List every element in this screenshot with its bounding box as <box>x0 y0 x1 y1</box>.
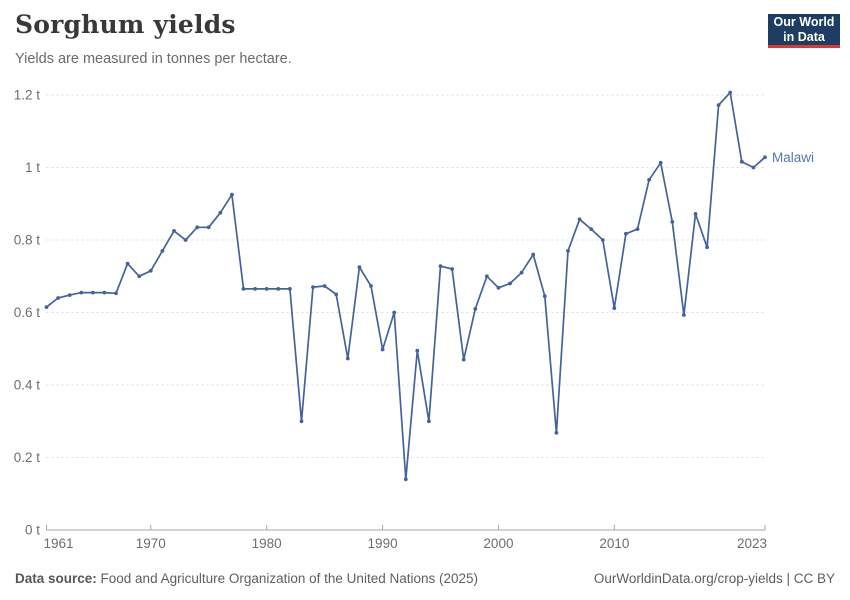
data-point[interactable] <box>600 238 605 242</box>
data-point[interactable] <box>508 281 512 286</box>
data-point[interactable] <box>230 192 234 197</box>
data-source-text: Data source: Food and Agriculture Organi… <box>15 571 478 586</box>
data-point[interactable] <box>369 284 373 288</box>
data-point[interactable] <box>427 419 431 424</box>
data-point[interactable] <box>79 290 84 295</box>
data-point[interactable] <box>670 220 675 224</box>
data-point[interactable] <box>91 290 95 295</box>
data-point[interactable] <box>577 217 582 222</box>
data-point[interactable] <box>322 284 327 288</box>
data-point[interactable] <box>554 430 559 435</box>
data-source-value: Food and Agriculture Organization of the… <box>96 571 479 586</box>
page-subtitle: Yields are measured in tonnes per hectar… <box>15 51 292 67</box>
y-axis-tick-label: 1 t <box>25 160 40 175</box>
owid-logo-line2: in Data <box>783 30 825 44</box>
data-point[interactable] <box>206 225 211 230</box>
data-point[interactable] <box>496 285 501 290</box>
owid-logo-line1: Our World <box>773 15 835 29</box>
data-point[interactable] <box>658 160 663 165</box>
data-point[interactable] <box>705 245 709 250</box>
data-point[interactable] <box>172 229 176 233</box>
data-point[interactable] <box>241 287 246 291</box>
data-point[interactable] <box>102 290 107 295</box>
series-line-malawi[interactable] <box>45 91 766 481</box>
x-axis-tick-label: 1970 <box>136 536 166 551</box>
data-point[interactable] <box>531 252 536 257</box>
data-point[interactable] <box>218 210 223 215</box>
data-point[interactable] <box>125 261 130 266</box>
data-point[interactable] <box>647 177 651 182</box>
data-point[interactable] <box>195 225 200 230</box>
data-point[interactable] <box>438 264 443 268</box>
data-point[interactable] <box>148 268 153 273</box>
data-point[interactable] <box>415 348 420 353</box>
data-point[interactable] <box>334 292 339 297</box>
x-axis-tick-label: 1990 <box>368 536 398 551</box>
data-point[interactable] <box>345 356 350 361</box>
x-axis-tick-label: 1980 <box>252 536 282 551</box>
data-point[interactable] <box>56 296 60 300</box>
data-point[interactable] <box>612 306 617 310</box>
data-point[interactable] <box>299 419 304 424</box>
data-point[interactable] <box>763 155 767 160</box>
data-point[interactable] <box>519 270 524 275</box>
y-axis-tick-label: 0.6 t <box>14 305 41 320</box>
x-axis-tick-label: 2000 <box>483 536 513 551</box>
data-point[interactable] <box>183 238 188 242</box>
data-point[interactable] <box>728 90 733 95</box>
data-point[interactable] <box>392 310 397 315</box>
y-axis-tick-label: 0 t <box>25 523 40 538</box>
data-point[interactable] <box>589 227 594 232</box>
data-point[interactable] <box>461 357 466 362</box>
data-point[interactable] <box>739 159 744 164</box>
x-axis-tick-label: 2023 <box>737 536 767 551</box>
owid-logo[interactable]: Our World in Data <box>768 14 840 48</box>
x-axis-tick-label: 2010 <box>599 536 629 551</box>
data-point[interactable] <box>716 103 721 107</box>
y-axis-tick-label: 0.2 t <box>14 450 41 465</box>
data-point[interactable] <box>450 267 454 271</box>
data-point[interactable] <box>693 212 698 216</box>
data-point[interactable] <box>67 293 72 297</box>
data-point[interactable] <box>635 227 640 232</box>
entity-label-malawi[interactable]: Malawi <box>772 150 814 165</box>
data-point[interactable] <box>542 294 547 299</box>
data-point[interactable] <box>137 274 142 279</box>
footer-link[interactable]: OurWorldinData.org/crop-yields | CC BY <box>593 571 835 586</box>
data-point[interactable] <box>264 287 269 291</box>
data-point[interactable] <box>276 287 281 291</box>
x-axis-tick-label: 1961 <box>44 536 74 551</box>
data-point[interactable] <box>114 291 118 296</box>
y-axis-tick-label: 1.2 t <box>14 88 41 103</box>
data-point[interactable] <box>288 287 292 291</box>
data-point[interactable] <box>311 285 315 289</box>
page-title: Sorghum yields <box>15 10 236 39</box>
y-axis-tick-label: 0.4 t <box>14 378 41 393</box>
data-point[interactable] <box>751 165 756 170</box>
data-point[interactable] <box>473 307 478 311</box>
data-point[interactable] <box>566 249 570 253</box>
data-point[interactable] <box>380 347 385 352</box>
data-point[interactable] <box>624 231 628 236</box>
data-source-label: Data source: <box>15 571 97 586</box>
chart-footer: Data source: Food and Agriculture Organi… <box>15 571 835 586</box>
data-point[interactable] <box>357 265 362 270</box>
data-point[interactable] <box>485 274 489 279</box>
data-point[interactable] <box>160 249 165 253</box>
y-axis-tick-label: 0.8 t <box>14 233 41 248</box>
data-point[interactable] <box>44 305 49 309</box>
data-point[interactable] <box>403 477 408 482</box>
data-point[interactable] <box>682 313 686 317</box>
data-point[interactable] <box>253 287 257 291</box>
